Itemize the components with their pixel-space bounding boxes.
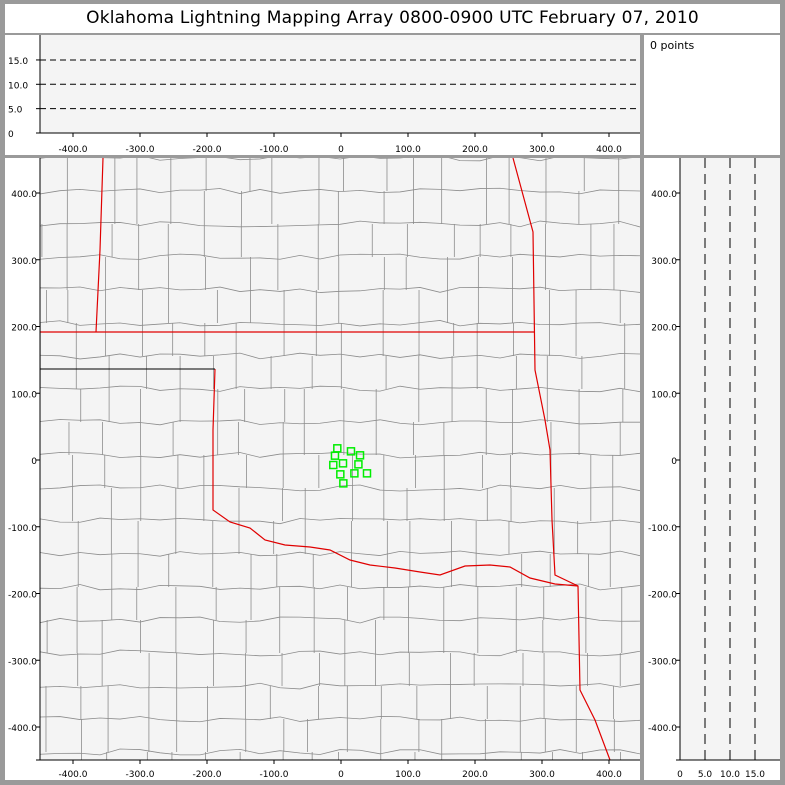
top-x-tick-label: -300.0 (125, 145, 154, 155)
county-line (40, 451, 640, 459)
map-y-tick-label: -400.0 (8, 724, 37, 734)
county-line (40, 187, 640, 195)
map-y-tick-label: 100.0 (11, 390, 37, 400)
top-x-tick-label: 200.0 (462, 145, 488, 155)
map-x-tick-label: -400.0 (58, 770, 87, 780)
top-x-tick-label: -200.0 (192, 145, 221, 155)
oklahoma-east-border (512, 158, 611, 760)
station-marker (350, 469, 359, 478)
county-line (40, 253, 640, 260)
map-x-tick-label: 400.0 (596, 770, 622, 780)
side-y-tick-label: 200.0 (651, 324, 677, 334)
map-y-tick-label: -200.0 (8, 591, 37, 601)
side-x-tick-label: 5.0 (698, 770, 713, 780)
side-y-tick-label: -300.0 (648, 657, 677, 667)
top-y-tick-label: 0 (8, 130, 14, 140)
map-x-tick-label: 300.0 (529, 770, 555, 780)
state-boundaries (40, 158, 611, 760)
county-line (40, 649, 640, 659)
top-x-tick-label: 300.0 (529, 145, 555, 155)
side-y-tick-label: 0 (671, 457, 677, 467)
points-count: 0 points (650, 39, 695, 52)
side-y-tick-label: -200.0 (648, 591, 677, 601)
side-x-tick-label: 10.0 (720, 770, 740, 780)
side-y-tick-label: 300.0 (651, 257, 677, 267)
kansas-colorado-border (95, 158, 104, 333)
side-y-tick-label: -100.0 (648, 524, 677, 534)
side-y-tick-label: -400.0 (648, 724, 677, 734)
top-x-tick-label: 0 (338, 145, 344, 155)
map-y-tick-label: 0 (31, 457, 37, 467)
map-x-tick-label: -100.0 (259, 770, 288, 780)
side-x-tick-label: 15.0 (745, 770, 765, 780)
station-marker (355, 451, 365, 460)
map-y-tick-label: 300.0 (11, 257, 37, 267)
station-marker (336, 470, 345, 479)
top-x-tick-label: -400.0 (58, 145, 87, 155)
map-y-tick-label: 200.0 (11, 324, 37, 334)
county-line (40, 352, 640, 360)
county-line (40, 385, 640, 393)
map-y-tick-label: -100.0 (8, 524, 37, 534)
county-line (40, 220, 640, 228)
county-line (40, 320, 640, 327)
county-line (40, 583, 640, 591)
station-marker (362, 469, 372, 478)
county-line (40, 419, 640, 427)
side-plot-area (680, 158, 780, 760)
county-line (40, 517, 640, 525)
top-x-tick-label: 100.0 (395, 145, 421, 155)
map-x-tick-label: 200.0 (462, 770, 488, 780)
side-y-tick-label: 100.0 (651, 390, 677, 400)
station-marker (339, 479, 348, 488)
county-line (40, 484, 640, 492)
county-line (40, 715, 640, 723)
county-line (40, 748, 640, 756)
station-marker (346, 447, 356, 456)
top-x-tick-label: 400.0 (596, 145, 622, 155)
top-y-tick-label: 5.0 (8, 106, 23, 116)
texas-panhandle-east-border (212, 368, 579, 587)
side-x-tick-label: 0 (677, 770, 683, 780)
map-x-tick-label: 0 (338, 770, 344, 780)
county-line (40, 286, 640, 295)
map-x-tick-label: -300.0 (125, 770, 154, 780)
chart-title: Oklahoma Lightning Mapping Array 0800-09… (5, 4, 780, 33)
station-marker (354, 460, 363, 469)
top-y-tick-label: 10.0 (8, 81, 28, 91)
info-panel: 0 points (644, 35, 780, 155)
top-x-tick-label: -100.0 (259, 145, 288, 155)
map-x-tick-label: 100.0 (395, 770, 421, 780)
county-line (40, 682, 640, 690)
station-marker (330, 451, 340, 460)
map-y-tick-label: 400.0 (11, 190, 37, 200)
county-line (40, 616, 640, 624)
county-line (40, 550, 640, 557)
map-x-tick-label: -200.0 (192, 770, 221, 780)
county-line (40, 158, 633, 162)
top-y-tick-label: 15.0 (8, 57, 28, 67)
station-marker (329, 460, 338, 470)
county-boundaries (40, 158, 640, 760)
map-plot-area (40, 158, 640, 760)
side-y-tick-label: 400.0 (651, 190, 677, 200)
station-marker (338, 459, 348, 468)
map-y-tick-label: -300.0 (8, 657, 37, 667)
